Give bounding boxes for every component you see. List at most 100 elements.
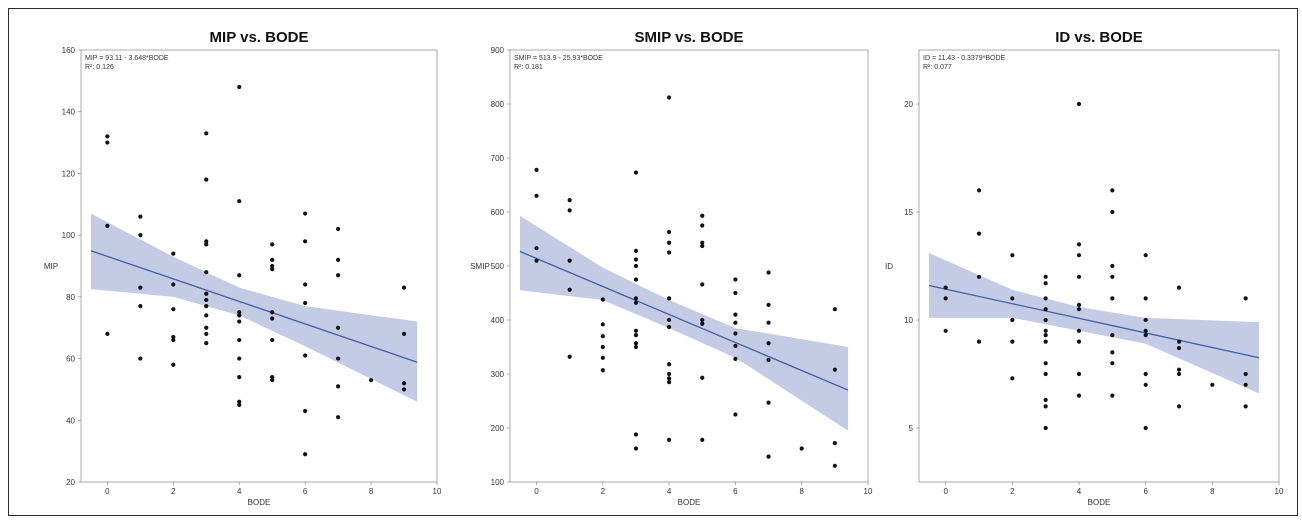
x-tick-label: 2 bbox=[1010, 487, 1015, 496]
data-point bbox=[204, 291, 209, 296]
data-point bbox=[633, 341, 639, 346]
data-point bbox=[237, 310, 242, 315]
data-point bbox=[766, 302, 771, 307]
data-point bbox=[336, 273, 341, 278]
figure-frame: MIP vs. BODE 0 2 4 6 8 10 20 40 60 80 100 120 140 160 B… bbox=[8, 8, 1298, 516]
data-point bbox=[1110, 263, 1115, 269]
data-point bbox=[237, 337, 242, 343]
data-point bbox=[1010, 296, 1015, 301]
data-point bbox=[976, 188, 982, 193]
data-point bbox=[1076, 242, 1082, 247]
y-tick-label: 120 bbox=[62, 169, 76, 178]
data-point bbox=[1143, 328, 1148, 333]
data-point bbox=[1110, 393, 1115, 398]
data-point bbox=[600, 355, 605, 360]
data-point bbox=[1143, 296, 1148, 301]
data-point bbox=[832, 441, 837, 446]
y-axis-label: ID bbox=[885, 262, 893, 271]
data-point bbox=[1243, 371, 1248, 377]
data-point bbox=[733, 312, 738, 317]
data-point bbox=[171, 307, 176, 312]
data-point bbox=[943, 285, 948, 290]
data-point bbox=[667, 240, 672, 245]
data-point bbox=[700, 213, 705, 218]
data-point bbox=[336, 415, 341, 420]
data-point bbox=[1110, 209, 1115, 215]
data-point bbox=[700, 243, 705, 249]
y-tick-label: 700 bbox=[491, 154, 505, 163]
data-point bbox=[171, 282, 176, 287]
data-point bbox=[567, 258, 572, 263]
data-point bbox=[567, 208, 572, 213]
y-tick-label: 200 bbox=[491, 424, 505, 433]
data-point bbox=[204, 297, 209, 303]
data-point bbox=[303, 211, 308, 216]
data-point bbox=[237, 402, 242, 407]
data-point bbox=[105, 331, 110, 336]
data-point bbox=[667, 296, 672, 301]
data-point bbox=[237, 273, 242, 278]
data-point bbox=[303, 300, 308, 306]
x-tick-label: 6 bbox=[303, 487, 308, 496]
data-point bbox=[766, 320, 771, 325]
data-point bbox=[667, 362, 672, 367]
data-point bbox=[1076, 307, 1082, 312]
data-point bbox=[171, 251, 176, 256]
data-point bbox=[105, 223, 110, 228]
data-point bbox=[567, 354, 572, 359]
chart-title: MIP vs. BODE bbox=[210, 29, 309, 46]
data-point bbox=[633, 432, 639, 437]
y-tick-label: 80 bbox=[66, 293, 75, 302]
data-point bbox=[237, 356, 242, 361]
data-point bbox=[1076, 253, 1082, 258]
data-point bbox=[1176, 345, 1182, 351]
data-point bbox=[1143, 317, 1148, 323]
regression-line bbox=[928, 284, 1260, 359]
data-point bbox=[534, 258, 539, 263]
data-point bbox=[1043, 339, 1048, 344]
y-tick-label: 500 bbox=[491, 262, 505, 271]
x-tick-label: 4 bbox=[667, 487, 672, 496]
regression-equation: ID = 11.43 - 0.3379*BODE bbox=[923, 55, 1005, 62]
data-point bbox=[633, 170, 639, 175]
data-point bbox=[138, 356, 143, 361]
data-point bbox=[1076, 302, 1082, 307]
data-point bbox=[1110, 188, 1115, 193]
data-point bbox=[1043, 328, 1048, 333]
data-point bbox=[204, 177, 209, 182]
data-point bbox=[204, 270, 209, 275]
data-point bbox=[667, 317, 672, 323]
data-point bbox=[1110, 296, 1115, 301]
chart-title: SMIP vs. BODE bbox=[635, 29, 744, 46]
data-point bbox=[700, 437, 705, 442]
data-point bbox=[1143, 382, 1148, 387]
data-point bbox=[700, 317, 705, 323]
data-point bbox=[1076, 274, 1082, 279]
x-tick-label: 8 bbox=[1210, 487, 1215, 496]
data-point bbox=[303, 282, 308, 287]
chart-panel-2: SMIP vs. BODE 0 2 4 6 8 10 100 200 300 400 500 600 70… bbox=[470, 29, 873, 507]
data-point bbox=[1176, 285, 1182, 290]
y-tick-label: 20 bbox=[66, 478, 75, 487]
data-point bbox=[534, 193, 539, 198]
data-point bbox=[303, 408, 308, 414]
data-point bbox=[633, 446, 639, 451]
x-tick-label: 10 bbox=[864, 487, 873, 496]
data-point bbox=[633, 263, 639, 269]
plot-area bbox=[918, 49, 1280, 483]
x-tick-label: 10 bbox=[433, 487, 442, 496]
data-point bbox=[943, 296, 948, 301]
data-point bbox=[733, 331, 738, 336]
data-point bbox=[976, 231, 982, 236]
data-point bbox=[204, 331, 209, 336]
data-point bbox=[733, 412, 738, 417]
data-point bbox=[633, 344, 639, 350]
data-point bbox=[270, 266, 275, 272]
y-tick-label: 10 bbox=[904, 316, 913, 325]
data-point bbox=[976, 339, 982, 344]
data-point bbox=[633, 300, 639, 305]
data-point bbox=[700, 321, 705, 326]
data-point bbox=[600, 322, 605, 327]
data-point bbox=[667, 371, 672, 377]
data-point bbox=[237, 313, 242, 318]
